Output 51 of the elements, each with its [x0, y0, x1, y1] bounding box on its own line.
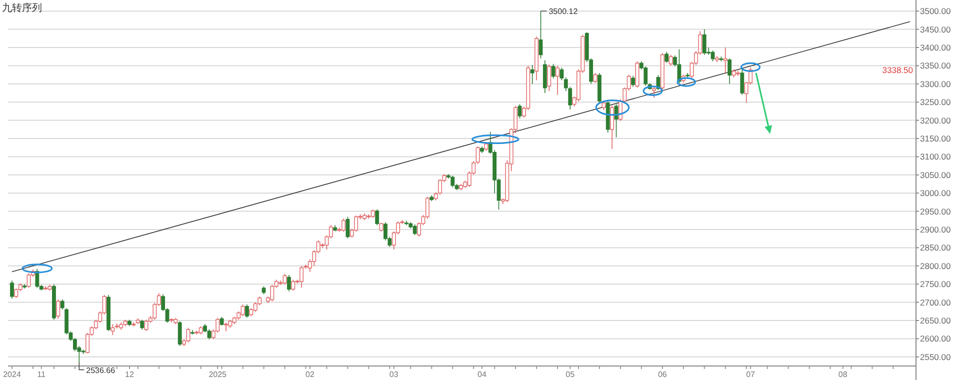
y-tick-label: 3000.00	[920, 188, 951, 198]
x-tick-label: 08	[838, 370, 848, 379]
candlestick	[287, 274, 291, 292]
x-tick-label: 2024	[3, 370, 22, 379]
y-tick-label: 2800.00	[920, 260, 951, 271]
candlestick	[333, 224, 338, 232]
candlestick	[480, 146, 484, 154]
candlestick	[556, 65, 560, 96]
y-tick-label: 2550.00	[920, 352, 951, 362]
annotation: 2536.66	[86, 366, 116, 375]
y-tick-label: 3450.00	[920, 24, 951, 34]
x-tick-label: 03	[389, 370, 399, 379]
candlestick	[114, 323, 119, 329]
candlestick	[542, 60, 547, 94]
y-tick-label: 3100.00	[920, 152, 951, 162]
y-tick-label: 2650.00	[920, 316, 951, 326]
y-tick-label: 3050.00	[920, 170, 951, 180]
y-tick-label: 2950.00	[920, 206, 951, 216]
y-tick-label: 3150.00	[920, 134, 951, 144]
y-tick-label: 3350.00	[920, 60, 951, 71]
annotation: 3500.12	[548, 7, 578, 16]
candlestick	[178, 320, 182, 346]
y-tick-label: 2750.00	[920, 279, 951, 290]
candlestick	[547, 64, 552, 92]
chart-title: 九转序列	[2, 2, 42, 14]
x-tick-label: 12	[125, 370, 134, 379]
y-tick-label: 3400.00	[920, 42, 951, 52]
candlestick	[300, 266, 304, 288]
y-tick-label: 3300.00	[920, 78, 951, 89]
x-tick-label: 02	[305, 370, 315, 379]
candlestick	[224, 322, 228, 332]
candlestick	[723, 47, 728, 74]
x-tick-label: 11	[37, 370, 46, 379]
x-tick-label: 05	[566, 370, 576, 379]
y-tick-label: 2850.00	[920, 242, 951, 253]
candlestick	[534, 36, 538, 81]
candlestick	[702, 28, 706, 56]
y-tick-label: 2600.00	[920, 334, 951, 344]
x-tick-label: 06	[658, 370, 668, 379]
candlestick	[610, 105, 614, 150]
y-tick-label: 3500.00	[920, 6, 951, 16]
candlestick	[715, 56, 719, 62]
annotation: 3338.50	[882, 64, 914, 75]
candlestick	[52, 284, 56, 320]
x-tick-label: 04	[478, 370, 487, 379]
x-tick-label: 07	[746, 370, 756, 379]
y-tick-label: 2900.00	[920, 224, 951, 234]
x-tick-label: 2025	[208, 370, 228, 379]
y-tick-label: 3200.00	[920, 115, 951, 126]
y-tick-label: 2700.00	[920, 297, 951, 308]
y-tick-label: 3250.00	[920, 97, 951, 108]
